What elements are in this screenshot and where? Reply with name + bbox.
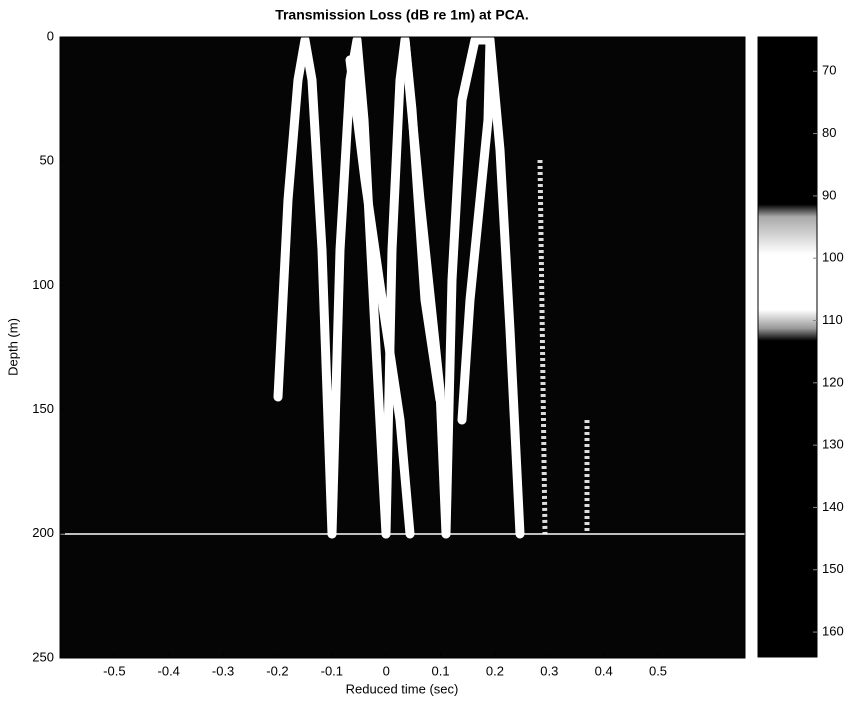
y-tick-label: 250 <box>32 649 54 664</box>
streak <box>441 35 525 539</box>
colorbar-tick-label: 130 <box>822 437 844 452</box>
x-tick-label: 0.2 <box>486 663 504 678</box>
colorbar <box>757 36 818 658</box>
colorbar-tick-label: 110 <box>822 312 843 327</box>
y-axis-label: Depth (m) <box>5 318 20 376</box>
chart-title: Transmission Loss (dB re 1m) at PCA. <box>275 7 529 23</box>
x-tick-label: -0.5 <box>103 663 125 678</box>
y-tick-label: 50 <box>40 153 54 168</box>
streak <box>273 35 337 539</box>
colorbar-tick-label: 90 <box>822 187 836 202</box>
colorbar-tick-label: 160 <box>822 624 844 639</box>
x-tick-label: 0.1 <box>432 663 450 678</box>
y-tick-label: 200 <box>32 525 54 540</box>
streak <box>345 55 415 539</box>
x-axis-label: Reduced time (sec) <box>346 681 459 696</box>
streak <box>400 35 451 539</box>
colorbar-tick-label: 150 <box>822 561 844 576</box>
streak <box>457 35 495 425</box>
x-tick-label: 0 <box>383 663 390 678</box>
y-tick-label: 150 <box>32 401 54 416</box>
plot-frame <box>59 36 746 659</box>
streak <box>537 159 548 535</box>
colorbar-tick-label: 70 <box>822 63 836 78</box>
colorbar-tick-label: 80 <box>822 125 836 140</box>
x-tick-label: 0.5 <box>649 663 667 678</box>
x-tick-label: 0.4 <box>595 663 613 678</box>
x-tick-label: -0.4 <box>158 663 180 678</box>
y-tick-label: 0 <box>47 28 54 43</box>
streak <box>327 35 391 539</box>
plot-area <box>60 37 745 658</box>
field-image <box>60 35 745 539</box>
x-tick-label: 0.3 <box>540 663 558 678</box>
x-tick-label: -0.1 <box>321 663 343 678</box>
colorbar-tick-label: 140 <box>822 499 844 514</box>
colorbar-tick-label: 100 <box>822 250 844 265</box>
colorbar-tick-label: 120 <box>822 374 844 389</box>
y-tick-label: 100 <box>32 277 54 292</box>
x-tick-label: -0.2 <box>266 663 288 678</box>
x-tick-label: -0.3 <box>212 663 234 678</box>
